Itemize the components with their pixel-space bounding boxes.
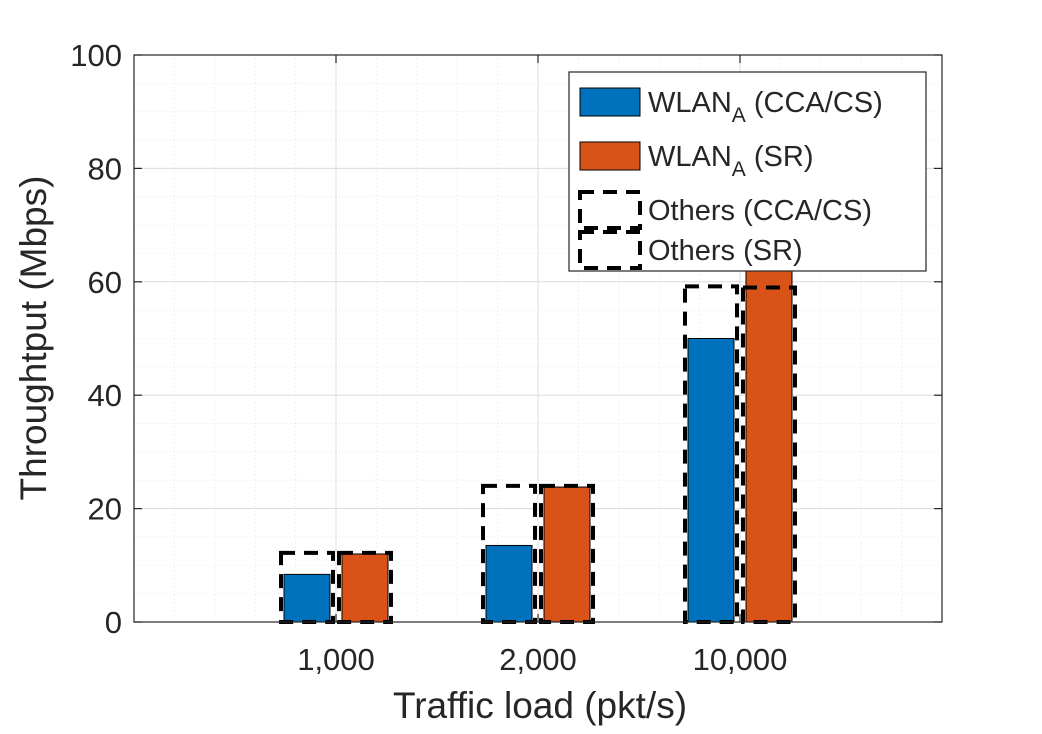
- legend-label-subscript: A: [732, 158, 746, 181]
- x-tick-label: 1,000: [297, 642, 375, 677]
- x-tick-label: 2,000: [499, 642, 577, 677]
- bar-wlana-sr: [543, 486, 591, 623]
- bar-wlana-cca: [485, 544, 533, 623]
- y-tick-label: 100: [70, 38, 122, 73]
- bars: [279, 269, 797, 625]
- legend-swatch: [578, 190, 642, 230]
- bar-wlana-sr: [745, 269, 793, 623]
- x-tick-label: 10,000: [693, 642, 788, 677]
- axes: [133, 54, 943, 623]
- legend-swatch: [578, 230, 642, 270]
- bar-wlana-cca: [687, 338, 735, 623]
- x-axis-label: Traffic load (pkt/s): [393, 685, 687, 726]
- bar-wlana-cca: [283, 573, 331, 623]
- y-tick-label: 0: [105, 605, 122, 640]
- y-tick-label: 60: [88, 265, 122, 300]
- bar-others-sr: [741, 285, 797, 624]
- legend-label: WLANA (SR): [648, 141, 813, 181]
- legend-label: Others (SR): [648, 235, 803, 267]
- legend-swatch: [579, 141, 641, 171]
- y-tick-label: 40: [88, 378, 122, 413]
- legend: WLANA (CCA/CS) WLANA (SR) Others (CCA/CS) O…: [568, 71, 927, 272]
- legend-swatch: [579, 87, 641, 117]
- y-axis-label: Throughtput (Mbps): [13, 176, 54, 501]
- y-tick-label: 20: [88, 492, 122, 527]
- bar-others-cca: [683, 284, 739, 624]
- tick-labels: 0 20 40 60 80 100 1,000 2,000 10,000: [70, 38, 787, 677]
- y-tick-label: 80: [88, 151, 122, 186]
- bar-wlana-sr: [341, 553, 389, 623]
- legend-label: Others (CCA/CS): [648, 195, 872, 227]
- legend-label-subscript: A: [732, 104, 746, 127]
- legend-label: WLANA (CCA/CS): [648, 87, 883, 127]
